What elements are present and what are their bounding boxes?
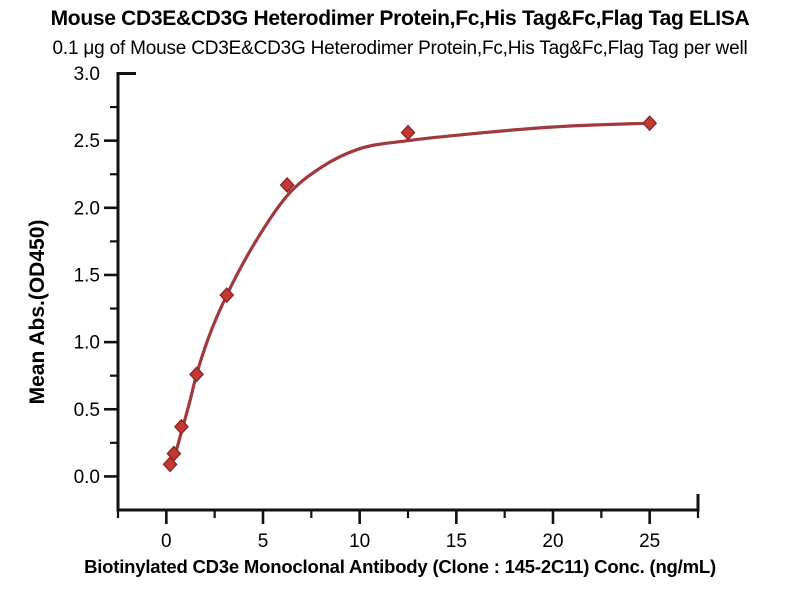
chart-subtitle: 0.1 μg of Mouse CD3E&CD3G Heterodimer Pr…: [52, 38, 748, 59]
y-axis-tick-label: 0.5: [74, 400, 100, 421]
data-point-marker: [642, 115, 658, 132]
fit-curve: [167, 121, 652, 471]
data-point-marker: [162, 456, 178, 473]
x-axis-tick-label: 20: [542, 531, 563, 552]
data-point-marker: [189, 366, 205, 383]
y-axis-tick-label: 1.5: [74, 265, 100, 286]
y-axis-tick-label: 1.0: [74, 333, 100, 354]
y-axis-tick-label: 2.5: [74, 131, 100, 152]
data-point-marker: [400, 124, 416, 141]
data-point-marker: [173, 418, 189, 435]
chart-title: Mouse CD3E&CD3G Heterodimer Protein,Fc,H…: [50, 7, 750, 30]
data-point-marker: [219, 287, 235, 304]
x-axis-tick-label: 5: [258, 531, 269, 552]
data-point-marker: [279, 176, 295, 194]
x-axis-tick-label: 25: [639, 531, 660, 552]
x-axis-tick-label: 10: [349, 531, 370, 552]
x-axis-tick-label: 15: [446, 531, 467, 552]
y-axis-tick-label: 3.0: [74, 64, 100, 85]
data-point-marker: [166, 445, 182, 462]
x-axis-tick-label: 0: [161, 531, 172, 552]
y-axis-tick-label: 2.0: [74, 198, 100, 219]
y-axis-tick-label: 0.0: [74, 467, 100, 488]
y-axis-label: Mean Abs.(OD450): [26, 219, 49, 405]
x-axis-label: Biotinylated CD3e Monoclonal Antibody (C…: [84, 556, 716, 577]
